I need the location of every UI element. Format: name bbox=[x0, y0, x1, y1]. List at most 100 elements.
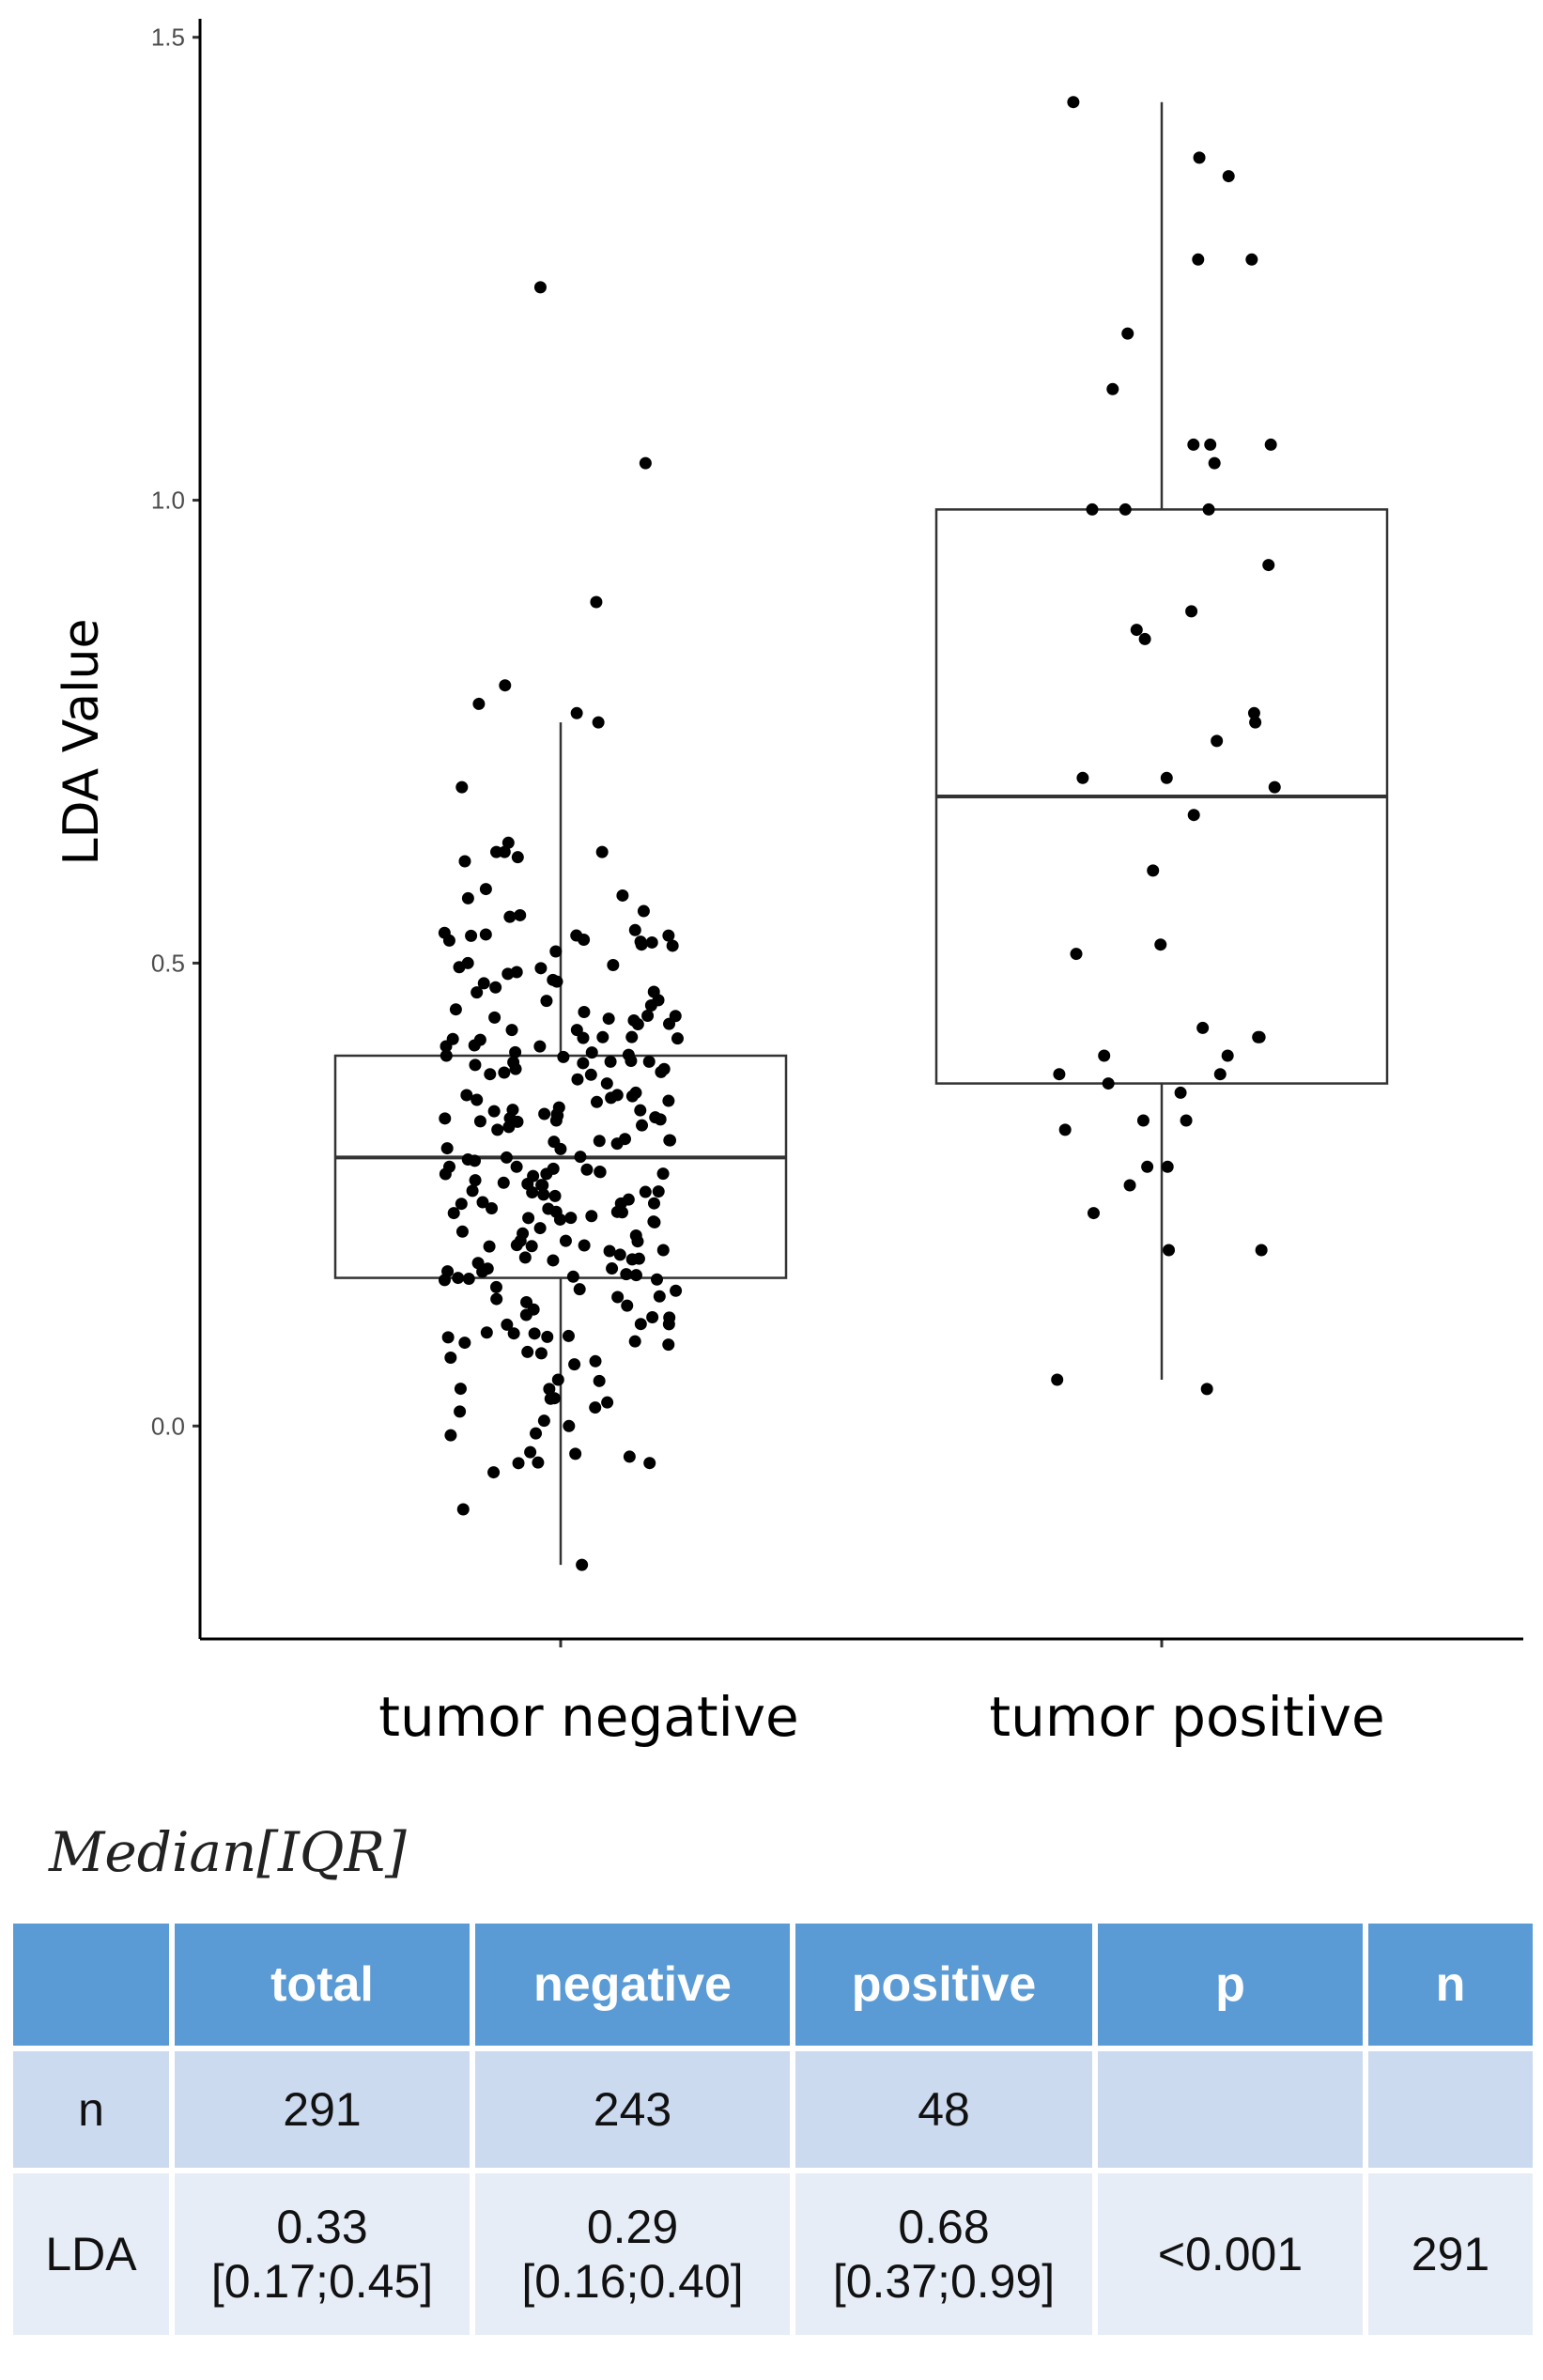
data-point bbox=[484, 1068, 497, 1081]
data-point bbox=[634, 1104, 647, 1117]
data-point bbox=[1058, 1123, 1072, 1136]
data-point bbox=[611, 1290, 625, 1304]
header-blank bbox=[13, 1924, 169, 2046]
data-point bbox=[533, 1222, 547, 1235]
data-point bbox=[538, 1107, 551, 1120]
data-point bbox=[1211, 734, 1224, 748]
data-point bbox=[442, 934, 455, 947]
data-point bbox=[447, 1207, 460, 1220]
data-point bbox=[456, 1503, 470, 1516]
cell-n bbox=[1368, 2051, 1533, 2168]
data-point bbox=[549, 945, 563, 958]
data-point bbox=[580, 1163, 594, 1176]
data-point bbox=[653, 1290, 666, 1303]
data-point bbox=[671, 1032, 684, 1045]
data-point bbox=[510, 966, 523, 979]
data-point bbox=[620, 1268, 633, 1281]
data-point bbox=[479, 928, 492, 941]
data-point bbox=[537, 1188, 550, 1201]
data-point bbox=[622, 1048, 635, 1061]
data-point bbox=[502, 1120, 516, 1134]
data-point bbox=[1163, 1244, 1176, 1257]
data-point bbox=[476, 1196, 489, 1209]
data-point bbox=[439, 1112, 452, 1125]
data-point bbox=[525, 1240, 538, 1253]
data-point bbox=[636, 1119, 649, 1132]
data-point bbox=[524, 1445, 537, 1459]
data-point bbox=[530, 1427, 543, 1440]
data-point bbox=[1098, 1049, 1111, 1062]
data-point bbox=[1154, 938, 1167, 951]
summary-table: total negative positive p n n 291 243 48… bbox=[8, 1918, 1538, 2341]
data-point bbox=[662, 1338, 675, 1352]
data-point bbox=[505, 1024, 518, 1037]
y-axis-title: LDA Value bbox=[54, 619, 110, 866]
data-point bbox=[465, 929, 478, 942]
data-point bbox=[522, 1212, 535, 1225]
data-point bbox=[509, 1045, 522, 1059]
data-point bbox=[1141, 1160, 1154, 1173]
data-point bbox=[584, 1068, 597, 1081]
data-point bbox=[647, 1215, 660, 1229]
box-plot-chart: 0.0 0.5 1.0 1.5 LDA Value tumor negative tu… bbox=[54, 19, 1523, 1749]
data-point bbox=[455, 780, 469, 794]
data-point bbox=[589, 1354, 602, 1368]
data-point bbox=[472, 697, 486, 710]
data-point bbox=[666, 939, 679, 952]
data-point bbox=[554, 1142, 567, 1155]
data-point bbox=[540, 1167, 553, 1181]
data-point bbox=[589, 1401, 602, 1414]
data-point bbox=[1187, 438, 1200, 451]
x-tick-label-tumor-negative: tumor negative bbox=[378, 1685, 798, 1749]
data-point bbox=[461, 1152, 474, 1166]
data-point bbox=[449, 1003, 462, 1016]
header-total: total bbox=[175, 1924, 470, 2046]
data-point bbox=[1076, 771, 1089, 784]
data-point bbox=[596, 1030, 609, 1043]
data-point bbox=[1193, 151, 1206, 164]
data-point bbox=[645, 935, 658, 949]
data-point bbox=[647, 1197, 660, 1210]
data-point bbox=[540, 995, 553, 1008]
table-header-row: total negative positive p n bbox=[13, 1924, 1533, 2046]
cell-n: 291 bbox=[1368, 2173, 1533, 2335]
table-row: LDA 0.33 [0.17;0.45] 0.29 [0.16;0.40] 0.… bbox=[13, 2173, 1533, 2335]
data-point bbox=[607, 958, 620, 971]
data-point bbox=[549, 1205, 563, 1218]
data-point bbox=[499, 679, 512, 692]
data-point bbox=[1087, 1207, 1100, 1220]
data-point bbox=[631, 1235, 644, 1248]
data-point bbox=[1119, 502, 1132, 516]
data-point bbox=[601, 1396, 614, 1409]
data-point bbox=[455, 1225, 469, 1238]
data-point bbox=[1247, 706, 1260, 719]
data-point bbox=[664, 1134, 677, 1147]
data-point bbox=[501, 836, 515, 849]
data-point bbox=[532, 1456, 545, 1469]
data-point bbox=[441, 1331, 455, 1344]
data-point bbox=[469, 1059, 482, 1072]
data-point bbox=[490, 845, 503, 858]
data-point bbox=[1123, 1179, 1136, 1192]
data-point bbox=[473, 1115, 486, 1128]
data-point bbox=[518, 1251, 532, 1264]
data-point bbox=[466, 1184, 479, 1198]
data-point bbox=[454, 1405, 467, 1418]
data-point bbox=[462, 1273, 475, 1286]
header-n: n bbox=[1368, 1924, 1533, 2046]
data-point bbox=[654, 1113, 667, 1126]
data-point bbox=[1200, 1383, 1213, 1396]
data-point bbox=[625, 1090, 639, 1103]
data-point bbox=[577, 1057, 590, 1070]
data-point bbox=[574, 1151, 587, 1164]
data-point bbox=[602, 1012, 615, 1026]
data-point bbox=[487, 1466, 501, 1479]
data-point bbox=[439, 1167, 452, 1181]
data-point bbox=[547, 1254, 560, 1267]
iqr-value: [0.17;0.45] bbox=[210, 2255, 434, 2308]
data-point bbox=[1196, 1021, 1210, 1034]
cell-negative: 0.29 [0.16;0.40] bbox=[475, 2173, 790, 2335]
data-point bbox=[662, 1094, 675, 1107]
data-point bbox=[651, 1273, 664, 1286]
data-point bbox=[646, 1311, 659, 1324]
